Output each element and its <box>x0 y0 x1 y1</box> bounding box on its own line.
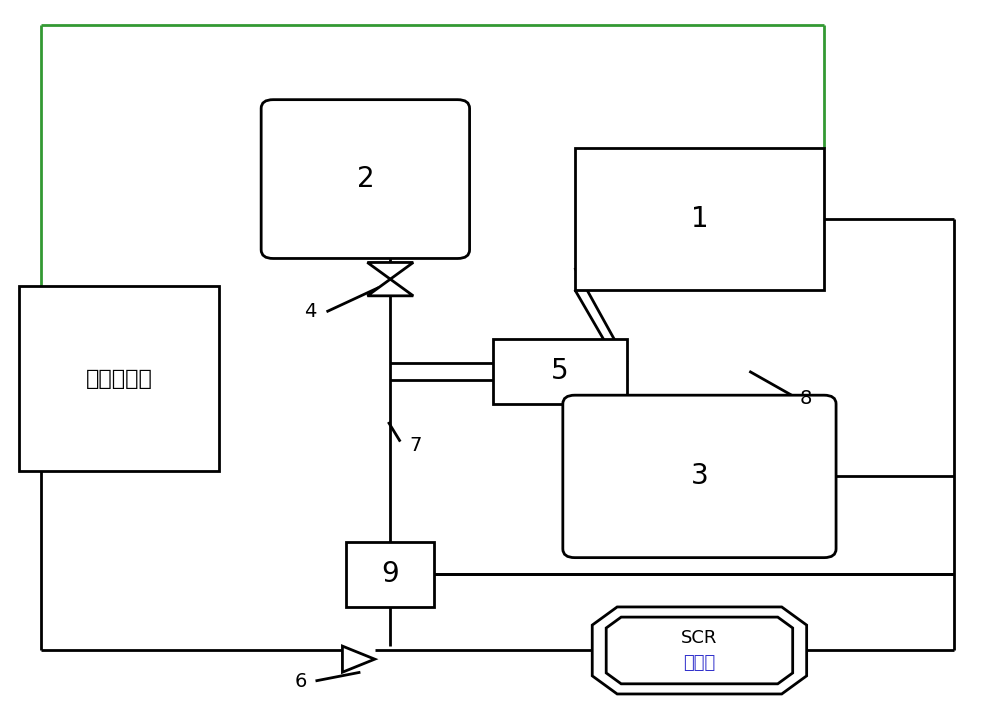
Text: 内燃机引擎: 内燃机引擎 <box>86 368 152 389</box>
Text: 7: 7 <box>409 436 421 455</box>
Bar <box>575 149 824 290</box>
Text: 3: 3 <box>691 462 708 491</box>
Bar <box>346 542 434 607</box>
FancyBboxPatch shape <box>261 100 470 258</box>
Bar <box>493 339 627 404</box>
Polygon shape <box>592 607 807 694</box>
Polygon shape <box>342 646 375 672</box>
Text: SCR: SCR <box>681 629 718 647</box>
Bar <box>19 286 219 471</box>
Text: 8: 8 <box>799 389 812 408</box>
Text: 6: 6 <box>294 672 307 691</box>
Polygon shape <box>367 263 413 279</box>
Text: 1: 1 <box>691 205 708 233</box>
Text: 5: 5 <box>551 357 569 385</box>
Polygon shape <box>367 279 413 296</box>
Text: 9: 9 <box>381 561 399 588</box>
Polygon shape <box>606 617 793 684</box>
Text: 4: 4 <box>304 302 317 321</box>
FancyBboxPatch shape <box>563 395 836 558</box>
Text: 2: 2 <box>357 165 374 193</box>
Text: 倂化剂: 倂化剂 <box>683 654 716 672</box>
